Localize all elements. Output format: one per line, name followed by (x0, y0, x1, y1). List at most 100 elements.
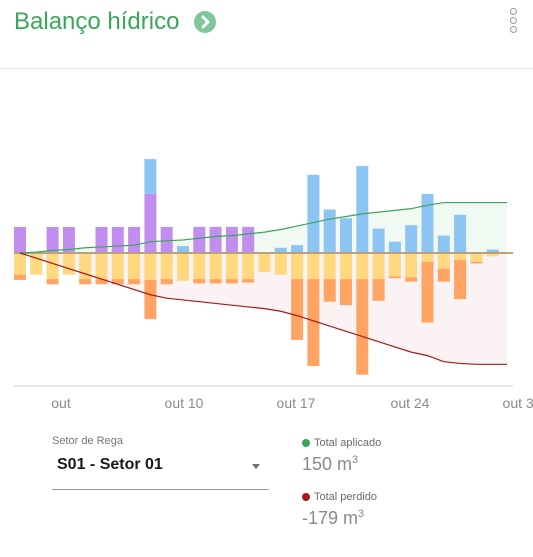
blue-bar (144, 159, 157, 194)
blue-bar (356, 166, 369, 253)
water-balance-chart: out out 10 out 17 out 24 out 31 (14, 159, 533, 411)
yellow-bar (405, 253, 418, 278)
total-applied-stat: Total aplicado 150 m3 (302, 436, 381, 475)
yellow-bar (62, 253, 75, 275)
purple-bar (128, 226, 141, 253)
orange-bar (356, 279, 369, 375)
blue-bar (323, 209, 336, 253)
blue-bar (340, 218, 352, 253)
yellow-bar (258, 253, 271, 273)
orange-bar (454, 259, 467, 300)
purple-bar (160, 226, 173, 253)
yellow-bar (95, 253, 108, 280)
applied-dot-icon (302, 439, 310, 447)
applied-area (20, 202, 507, 253)
sector-select-label: Setor de Rega (52, 435, 123, 447)
yellow-bar (111, 253, 124, 280)
kebab-dot-icon (510, 17, 517, 24)
yellow-bar (242, 253, 255, 280)
yellow-bar (291, 253, 304, 280)
total-lost-stat: Total perdido -179 m3 (302, 490, 377, 529)
blue-bar (388, 241, 401, 253)
x-tick-label: out 24 (391, 395, 430, 411)
orange-bar (405, 277, 418, 282)
yellow-bar (193, 253, 206, 280)
chevron-right-icon (201, 15, 210, 29)
dropdown-arrow-icon (252, 464, 260, 469)
card-header: Balanço hídrico (0, 0, 533, 69)
orange-bar (421, 261, 434, 323)
orange-bar (95, 279, 108, 285)
blue-bar (405, 225, 418, 253)
orange-bar (372, 279, 385, 301)
yellow-bar (225, 253, 238, 280)
purple-bar (193, 226, 206, 253)
orange-bar (437, 268, 450, 282)
yellow-bar (209, 253, 222, 280)
blue-bar (177, 246, 189, 253)
orange-bar (111, 279, 124, 285)
orange-bar (307, 279, 320, 367)
blue-bar (274, 247, 287, 253)
yellow-bar (14, 253, 26, 275)
x-tick-label: out (51, 395, 71, 411)
blue-bar (372, 228, 385, 253)
total-applied-label: Total aplicado (314, 437, 382, 449)
blue-bar (454, 214, 467, 253)
yellow-bar (177, 253, 189, 281)
orange-bar (193, 279, 206, 284)
sector-select[interactable]: Setor de Rega S01 - Setor 01 (52, 432, 269, 490)
lost-dot-icon (302, 493, 310, 501)
yellow-bar (46, 253, 59, 280)
yellow-bar (421, 253, 434, 262)
orange-bar (160, 279, 173, 285)
orange-bar (242, 279, 255, 283)
blue-bar (421, 193, 434, 253)
yellow-bar (30, 253, 43, 275)
orange-bar (225, 279, 238, 284)
yellow-bar (160, 253, 173, 280)
orange-bar (79, 279, 92, 285)
x-tick-label: out 10 (165, 395, 204, 411)
x-tick-label: out 31 (503, 395, 533, 411)
sector-select-value: S01 - Setor 01 (57, 456, 163, 473)
x-tick-label: out 17 (277, 395, 316, 411)
yellow-bar (274, 253, 287, 275)
yellow-bar (144, 253, 157, 280)
applied-line (19, 201, 507, 254)
yellow-bar (388, 253, 401, 277)
orange-bar (291, 279, 304, 340)
navigate-button[interactable] (194, 11, 216, 33)
orange-bar (128, 279, 141, 285)
blue-bar (307, 174, 320, 253)
yellow-bar (454, 253, 467, 260)
orange-bar (323, 279, 336, 302)
yellow-bar (470, 253, 483, 262)
total-lost-value: -179 m3 (302, 508, 365, 528)
yellow-bar (356, 253, 369, 280)
purple-bar (95, 226, 108, 253)
purple-bar (14, 226, 26, 253)
purple-bar (46, 226, 59, 253)
blue-bar (486, 249, 499, 253)
more-options-button[interactable] (505, 8, 523, 36)
orange-bar (388, 276, 401, 279)
kebab-dot-icon (510, 8, 517, 15)
yellow-bar (372, 253, 385, 280)
yellow-bar (323, 253, 336, 280)
orange-bar (14, 274, 26, 280)
orange-bar (144, 279, 157, 320)
orange-bar (470, 261, 483, 264)
lost-area (20, 253, 507, 365)
orange-bar (340, 279, 352, 306)
purple-bar (242, 226, 255, 253)
blue-bar (437, 235, 450, 253)
lost-line (19, 252, 507, 365)
purple-bar (225, 226, 238, 253)
yellow-bar (307, 253, 320, 280)
yellow-bar (486, 253, 499, 257)
total-lost-label: Total perdido (314, 491, 377, 503)
kebab-dot-icon (510, 26, 517, 33)
purple-bar (209, 226, 222, 253)
yellow-bar (340, 253, 352, 280)
